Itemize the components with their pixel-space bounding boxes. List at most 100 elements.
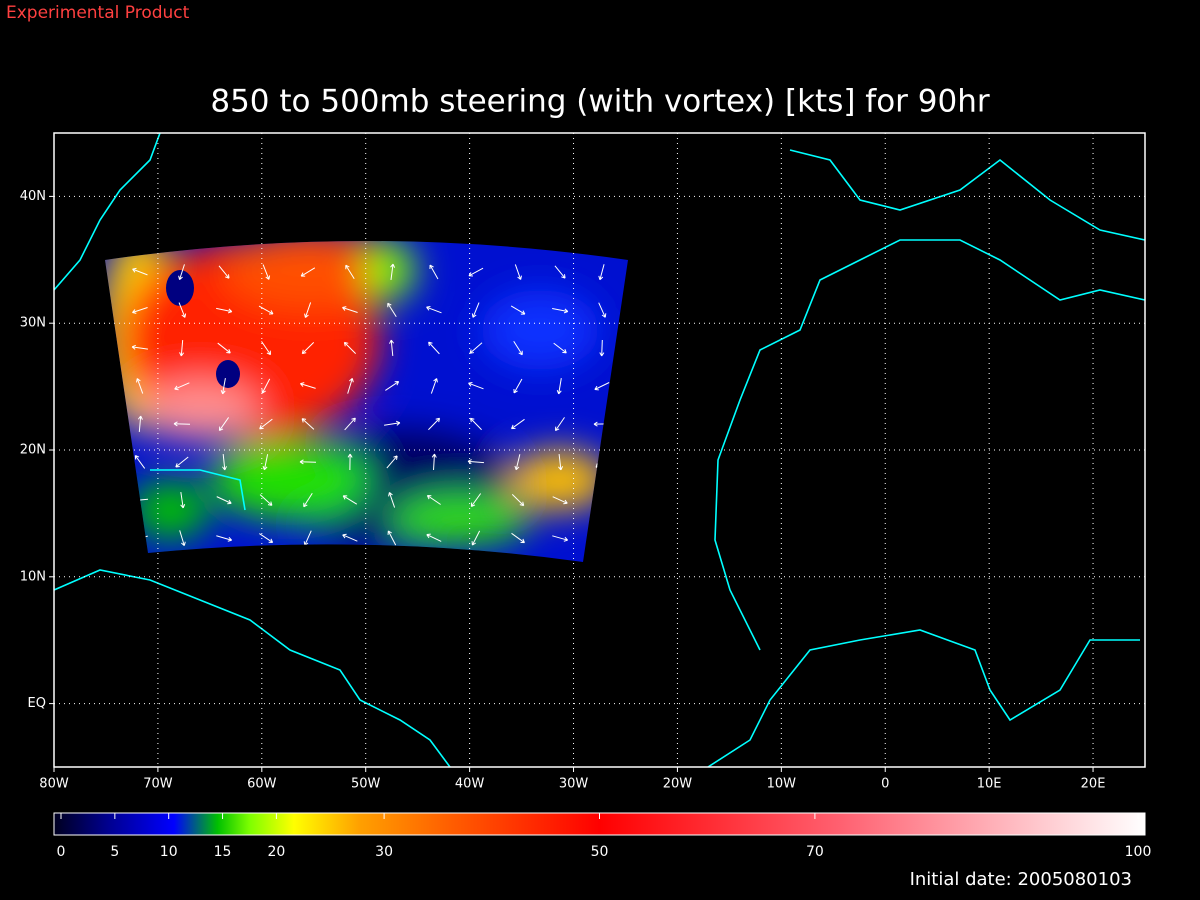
wind-arrow <box>388 492 396 508</box>
colorbar-tick-label: 15 <box>214 844 232 860</box>
wind-arrow <box>259 533 274 543</box>
wind-arrow <box>426 305 442 314</box>
colorbar-tick-label: 70 <box>806 844 824 860</box>
wind-arrow <box>467 459 485 465</box>
colorbar-tick-label: 0 <box>57 844 66 860</box>
lon-tick-label: 40W <box>455 777 485 792</box>
wind-arrow <box>599 339 605 357</box>
wind-arrow <box>469 417 482 431</box>
wind-arrow <box>558 453 564 471</box>
wind-arrow <box>426 533 442 542</box>
wind-arrow <box>261 378 271 394</box>
wind-arrow <box>178 264 185 280</box>
wind-arrow <box>429 264 439 280</box>
colorbar-ticks: 0 5 10 15 20 30 50 70 100 <box>57 813 1152 860</box>
wind-arrow <box>471 302 480 318</box>
wind-arrow <box>178 302 187 318</box>
wind-arrow <box>345 264 355 280</box>
wind-arrow <box>131 535 148 542</box>
lat-tick-label: 20N <box>20 443 46 458</box>
wind-arrow <box>552 535 569 542</box>
initial-date: Initial date: 2005080103 <box>910 869 1132 890</box>
wind-arrow <box>344 417 356 431</box>
map-axes: 80W 70W 60W 50W 40W 30W 20W 10W 0 10E 20E EQ 10N 20N 3… <box>20 133 1145 792</box>
wind-arrow <box>554 265 566 279</box>
wind-arrow <box>387 530 397 546</box>
wind-arrow <box>594 382 610 391</box>
wind-arrow <box>216 307 233 314</box>
lon-tick-label: 80W <box>39 777 69 792</box>
colorbar-tick-label: 100 <box>1125 844 1152 860</box>
colorbar-tick-label: 10 <box>160 844 178 860</box>
wind-arrow <box>259 494 273 506</box>
lat-tick-label: EQ <box>28 696 46 711</box>
steering-field <box>105 241 628 562</box>
wind-arrow <box>599 492 606 509</box>
lon-tick-label: 60W <box>247 777 277 792</box>
wind-arrow <box>510 305 526 315</box>
wind-arrow <box>426 495 441 505</box>
map-frame <box>53 132 1146 768</box>
colorbar-tick-label: 5 <box>110 844 119 860</box>
wind-arrow <box>220 378 226 395</box>
wind-arrow <box>431 453 437 471</box>
wind-arrow <box>514 264 522 280</box>
wind-arrow <box>262 454 269 471</box>
wind-arrow <box>131 344 148 350</box>
wind-arrow <box>218 417 230 432</box>
wind-arrow <box>552 496 568 505</box>
wind-arrow <box>132 306 148 314</box>
wind-arrow <box>343 341 357 355</box>
wind-arrow <box>598 302 607 318</box>
wind-arrow <box>511 494 525 507</box>
wind-arrow <box>342 533 358 542</box>
wind-arrow <box>301 418 315 430</box>
wind-arrow <box>134 455 146 469</box>
wind-arrow <box>137 415 143 433</box>
wind-arrow <box>598 530 606 546</box>
wind-arrow <box>342 306 358 314</box>
wind-arrow <box>390 263 396 280</box>
lat-tick-label: 10N <box>20 569 46 584</box>
lon-tick-label: 10W <box>767 777 797 792</box>
colorbar-tick-label: 20 <box>267 844 285 860</box>
wind-arrow <box>216 496 232 505</box>
lat-tick-label: 30N <box>20 316 46 331</box>
colorbar-tick-label: 30 <box>375 844 393 860</box>
wind-arrow <box>261 341 272 356</box>
experimental-label: Experimental Product <box>6 3 190 23</box>
wind-arrow <box>180 492 186 509</box>
wind-arrow <box>218 265 230 279</box>
wind-arrow <box>299 459 317 465</box>
wind-arrow <box>173 421 191 427</box>
lat-tick-label: 40N <box>20 189 46 204</box>
wind-arrow <box>216 535 233 542</box>
wind-arrow <box>385 381 400 391</box>
lon-tick-label: 30W <box>559 777 589 792</box>
wind-arrow <box>511 418 525 430</box>
wind-arrow <box>136 378 144 394</box>
wind-arrow <box>132 267 148 276</box>
wind-arrow <box>303 492 313 508</box>
lon-tick-label: 50W <box>351 777 381 792</box>
wind-arrow <box>513 340 523 356</box>
wind-arrow <box>217 342 231 354</box>
wind-arrow <box>514 454 521 471</box>
wind-arrow <box>428 341 440 355</box>
map-title: 850 to 500mb steering (with vortex) [kts… <box>210 84 990 120</box>
wind-arrow <box>384 420 401 426</box>
wind-arrow <box>258 305 274 315</box>
lon-tick-label: 70W <box>143 777 173 792</box>
wind-arrow <box>598 264 605 281</box>
wind-arrow <box>428 417 441 431</box>
wind-arrow <box>342 495 358 505</box>
colorbar-tick-label: 50 <box>591 844 609 860</box>
wind-arrow <box>430 378 438 394</box>
wind-arrow <box>347 377 354 394</box>
wind-arrow <box>300 267 316 277</box>
wind-arrow <box>179 530 186 547</box>
wind-arrow <box>511 532 525 544</box>
wind-arrow <box>174 382 190 391</box>
wind-arrow <box>389 339 395 357</box>
